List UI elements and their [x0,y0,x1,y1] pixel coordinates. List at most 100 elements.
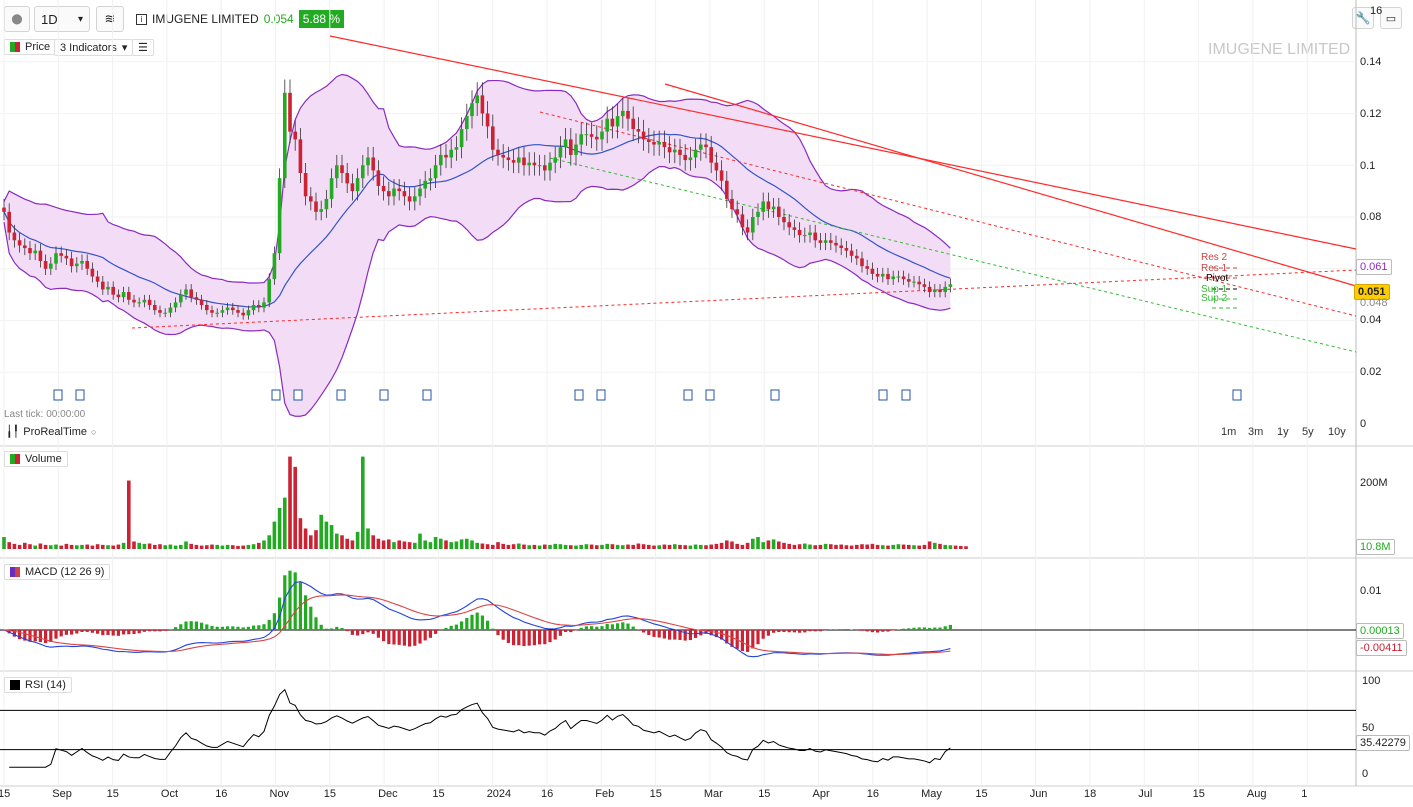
volume-bar [553,543,557,549]
volume-bar [257,542,261,549]
volume-bar [23,542,27,549]
macd-histogram-bar [262,624,266,630]
macd-histogram-bar [18,630,22,640]
price-legend[interactable]: Price [4,39,57,55]
macd-histogram-bar [548,630,552,643]
candle [153,304,157,311]
rsi-legend[interactable]: RSI (14) [4,677,72,693]
x-tick-label: 16 [541,788,554,800]
macd-histogram-bar [80,630,84,632]
macd-histogram-bar [891,630,895,631]
candle [584,134,589,136]
volume-bar [714,543,719,549]
price-label: Price [25,41,51,53]
pivot-pivot: Pivot [1206,273,1229,284]
macd-histogram-bar [444,627,448,630]
volume-bar [449,542,453,549]
volume-bar [189,543,193,549]
candle [449,149,453,158]
volume-bar [657,545,661,549]
macd-histogram-bar [543,630,547,645]
volume-bar [423,540,427,549]
volume-bar [761,542,765,549]
wrench-icon: 🔧 [1355,11,1371,25]
volume-bar [33,545,37,549]
volume-bar [179,544,183,549]
volume-bar [392,542,396,549]
range-5y[interactable]: 5y [1302,426,1314,438]
candle [943,286,947,293]
macd-histogram-bar [860,630,864,631]
chart-type-button[interactable]: ≋ [96,6,124,32]
candle [938,289,942,293]
maximize-button[interactable]: ▭ [1380,7,1402,29]
macd-histogram-bar [64,630,68,635]
candle [517,157,521,163]
candle [147,299,152,305]
x-tick-label: Jun [1029,788,1048,800]
indicators-dropdown[interactable]: 3 Indicators ▾ [54,39,134,56]
chart-type-icon: ≋ [104,11,116,26]
macd-histogram-bar [803,630,807,633]
menu-button[interactable]: ⬤ [4,6,30,32]
list-button[interactable]: ☰ [132,39,154,56]
volume-bar [168,544,173,549]
macd-histogram-bar [876,630,880,633]
volume-bar [751,538,755,549]
volume-bar [407,542,412,549]
candle [127,292,131,300]
macd-histogram-bar [231,626,235,630]
volume-bar [7,542,11,549]
macd-histogram-bar [626,623,630,630]
candle [225,307,230,311]
candle [459,129,464,148]
macd-histogram-bar [818,630,822,632]
x-tick-label: May [921,788,942,800]
macd-tick: 0.01 [1360,585,1382,597]
volume-bar [517,543,521,549]
macd-histogram-bar [330,628,334,630]
volume-bar [496,542,500,549]
macd-legend[interactable]: MACD (12 26 9) [4,564,111,580]
range-1m[interactable]: 1m [1221,426,1237,438]
candle [262,302,266,308]
macd-histogram-bar [647,630,651,636]
candle [891,276,895,280]
macd-histogram-bar [163,630,167,631]
candle [366,157,370,166]
price-tick: 0.04 [1360,314,1382,326]
candle [345,173,349,184]
candle [860,258,864,267]
macd-histogram-bar [522,630,526,647]
macd-histogram-bar [122,630,126,635]
timeframe-select[interactable]: 1D ▾ [34,6,90,32]
candle [43,260,48,269]
volume-bar [465,538,469,549]
candle [173,302,178,308]
macd-histogram-bar [486,620,490,630]
candle [407,196,412,202]
volume-bar [537,545,542,549]
volume-bar [823,543,828,549]
macd-histogram-bar [772,630,776,633]
volume-bar [153,544,157,549]
volume-bar [470,540,474,549]
candles-icon: ╽╿ [6,426,20,438]
tools-button[interactable]: 🔧 [1352,7,1374,29]
macd-histogram-bar [96,630,100,634]
candle [163,312,167,314]
candle [33,250,37,254]
range-10y[interactable]: 10y [1328,426,1346,438]
candle [439,154,443,166]
macd-histogram-bar [751,630,755,649]
range-1y[interactable]: 1y [1277,426,1289,438]
info-icon: i [136,13,147,25]
macd-histogram-bar [480,615,484,630]
range-3m[interactable]: 3m [1248,426,1264,438]
macd-histogram-bar [148,630,152,632]
macd-histogram-bar [85,630,89,632]
macd-histogram-bar [907,628,911,630]
volume-legend[interactable]: Volume [4,451,68,467]
volume-bar [709,544,713,549]
macd-histogram-bar [210,625,214,630]
